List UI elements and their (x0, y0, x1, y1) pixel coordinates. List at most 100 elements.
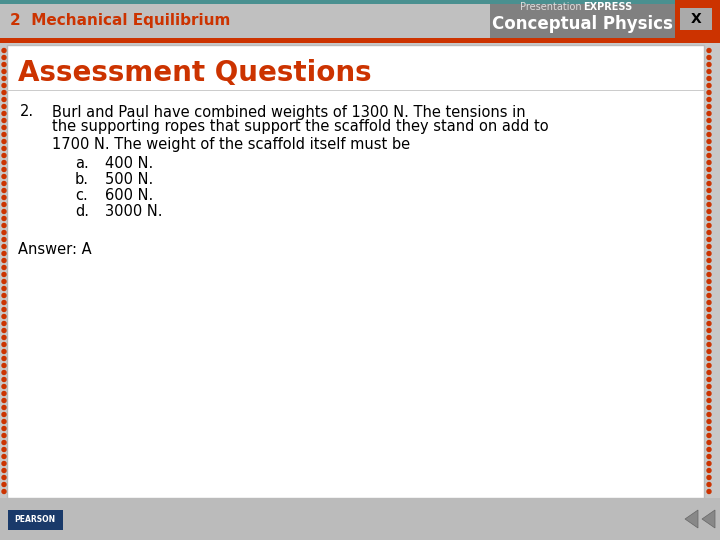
Bar (7, 90, 704, 91)
Circle shape (2, 167, 6, 172)
Bar (0, 0, 720, 4)
Circle shape (2, 56, 6, 59)
Polygon shape (702, 510, 715, 528)
Circle shape (2, 181, 6, 186)
Circle shape (707, 153, 711, 158)
Circle shape (2, 231, 6, 234)
Circle shape (707, 160, 711, 165)
Circle shape (707, 231, 711, 234)
Circle shape (707, 146, 711, 151)
Circle shape (707, 300, 711, 305)
Bar (8, 510, 63, 530)
Circle shape (707, 363, 711, 368)
Text: a.: a. (75, 157, 89, 172)
Circle shape (707, 132, 711, 137)
Circle shape (2, 384, 6, 388)
Circle shape (2, 139, 6, 144)
Text: 600 N.: 600 N. (105, 188, 153, 204)
Circle shape (2, 105, 6, 109)
Circle shape (707, 139, 711, 144)
Circle shape (2, 314, 6, 319)
Circle shape (707, 448, 711, 451)
Circle shape (707, 335, 711, 340)
Circle shape (2, 266, 6, 269)
Circle shape (2, 280, 6, 284)
Circle shape (2, 259, 6, 262)
Circle shape (2, 252, 6, 255)
Circle shape (707, 77, 711, 80)
Text: PEARSON: PEARSON (14, 516, 55, 524)
Circle shape (707, 111, 711, 116)
Circle shape (707, 294, 711, 298)
Circle shape (2, 356, 6, 361)
Circle shape (2, 413, 6, 416)
Circle shape (707, 413, 711, 416)
Circle shape (707, 441, 711, 444)
Circle shape (2, 63, 6, 66)
Circle shape (2, 455, 6, 458)
Circle shape (2, 307, 6, 312)
Circle shape (2, 217, 6, 220)
Circle shape (2, 399, 6, 402)
Circle shape (2, 77, 6, 80)
Circle shape (2, 118, 6, 123)
Circle shape (2, 406, 6, 409)
Circle shape (2, 483, 6, 487)
Circle shape (707, 342, 711, 347)
Circle shape (2, 153, 6, 158)
Circle shape (707, 91, 711, 94)
Circle shape (707, 118, 711, 123)
Circle shape (707, 399, 711, 402)
Circle shape (707, 280, 711, 284)
Text: the supporting ropes that support the scaffold they stand on add to: the supporting ropes that support the sc… (52, 119, 549, 134)
Circle shape (2, 174, 6, 179)
Circle shape (707, 245, 711, 248)
Circle shape (2, 377, 6, 381)
Circle shape (707, 217, 711, 220)
Circle shape (2, 98, 6, 102)
Bar (490, 0, 675, 4)
Circle shape (707, 476, 711, 480)
Circle shape (2, 469, 6, 472)
Circle shape (2, 84, 6, 87)
Circle shape (2, 420, 6, 423)
Circle shape (707, 188, 711, 192)
Circle shape (2, 160, 6, 165)
Circle shape (2, 342, 6, 347)
Circle shape (707, 384, 711, 388)
Circle shape (707, 420, 711, 423)
Circle shape (2, 328, 6, 333)
Text: 500 N.: 500 N. (105, 172, 153, 187)
Circle shape (2, 146, 6, 151)
Circle shape (707, 370, 711, 375)
Circle shape (2, 434, 6, 437)
Circle shape (707, 238, 711, 241)
Bar (0, 498, 720, 540)
Circle shape (707, 210, 711, 213)
Circle shape (2, 370, 6, 375)
Circle shape (2, 111, 6, 116)
Circle shape (2, 448, 6, 451)
Circle shape (2, 392, 6, 395)
Text: 2  Mechanical Equilibrium: 2 Mechanical Equilibrium (10, 14, 230, 29)
Circle shape (707, 105, 711, 109)
Circle shape (707, 287, 711, 291)
Circle shape (707, 195, 711, 199)
Circle shape (707, 84, 711, 87)
Circle shape (2, 91, 6, 94)
Circle shape (2, 349, 6, 354)
Circle shape (707, 167, 711, 172)
Circle shape (707, 427, 711, 430)
Circle shape (707, 483, 711, 487)
Circle shape (707, 259, 711, 262)
Circle shape (2, 195, 6, 199)
Text: 400 N.: 400 N. (105, 157, 153, 172)
Circle shape (2, 49, 6, 52)
Circle shape (2, 238, 6, 241)
Circle shape (707, 174, 711, 179)
Circle shape (707, 49, 711, 52)
Circle shape (707, 392, 711, 395)
Text: d.: d. (75, 205, 89, 219)
Circle shape (707, 462, 711, 465)
Circle shape (2, 363, 6, 368)
